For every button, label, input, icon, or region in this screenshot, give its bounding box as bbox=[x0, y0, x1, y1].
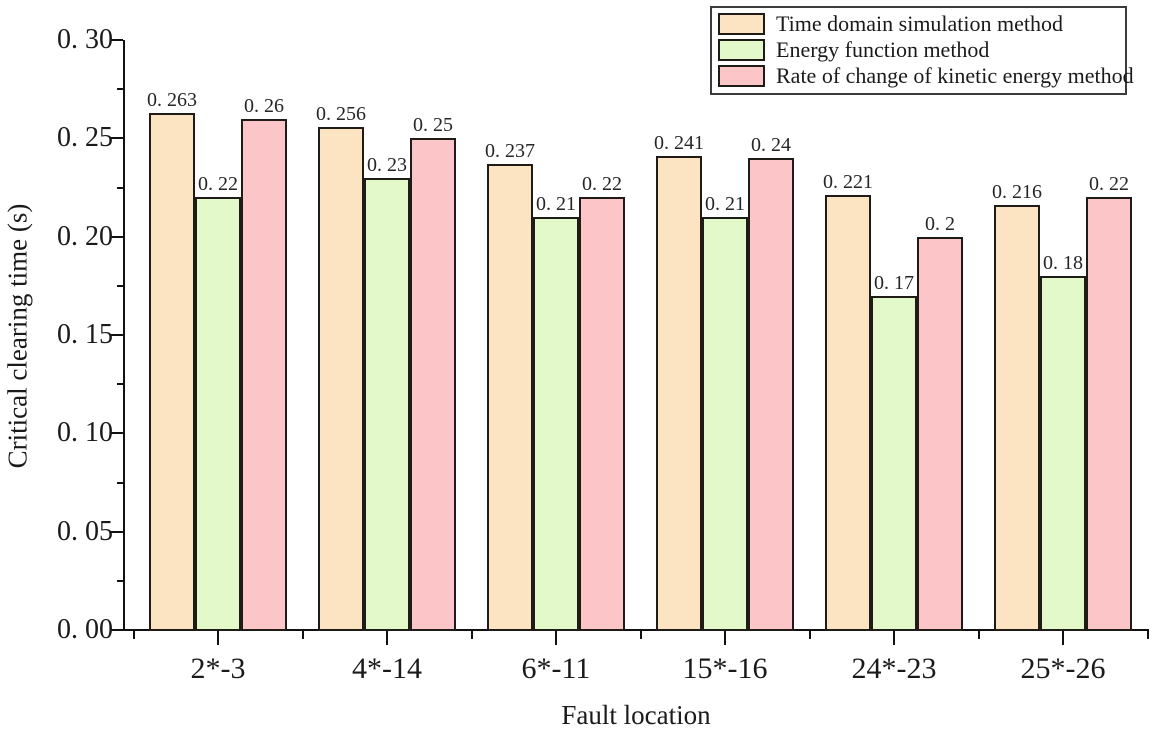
y-major-tick bbox=[111, 432, 123, 435]
bar-value-label: 0. 263 bbox=[147, 88, 197, 111]
y-axis-line bbox=[123, 40, 125, 631]
y-minor-tick bbox=[117, 88, 123, 91]
y-major-tick bbox=[111, 629, 123, 631]
bar bbox=[702, 217, 748, 631]
x-tick-label: 4*-14 bbox=[352, 652, 422, 685]
x-major-tick bbox=[1062, 631, 1064, 645]
bar-value-label: 0. 21 bbox=[705, 193, 745, 215]
x-axis-line bbox=[123, 629, 1149, 631]
bar bbox=[917, 236, 963, 631]
y-major-tick bbox=[111, 39, 123, 41]
bar bbox=[871, 295, 917, 631]
bar bbox=[410, 138, 456, 631]
legend-label: Time domain simulation method bbox=[776, 11, 1064, 36]
y-major-tick bbox=[111, 530, 123, 533]
x-minor-tick bbox=[1146, 631, 1149, 639]
y-minor-tick bbox=[117, 579, 123, 582]
bar-value-label: 0. 24 bbox=[751, 134, 791, 156]
bar bbox=[318, 126, 364, 631]
x-tick-label: 6*-11 bbox=[521, 652, 591, 685]
y-minor-tick bbox=[117, 481, 123, 484]
y-tick-label: 0. 00 bbox=[57, 614, 113, 645]
bar bbox=[1040, 276, 1086, 631]
y-tick-label: 0. 20 bbox=[57, 220, 113, 252]
legend-label: Energy function method bbox=[776, 37, 990, 62]
bar-value-label: 0. 2 bbox=[925, 212, 955, 235]
bar-value-label: 0. 256 bbox=[316, 102, 366, 125]
y-minor-tick bbox=[117, 284, 123, 287]
legend: Time domain simulation method Energy fun… bbox=[710, 6, 1134, 95]
legend-swatch-energy-function bbox=[718, 39, 765, 61]
bar-value-label: 0. 26 bbox=[244, 94, 284, 117]
y-tick-label: 0. 25 bbox=[57, 122, 113, 154]
legend-swatch-kinetic-energy bbox=[718, 65, 765, 87]
bar bbox=[364, 177, 410, 631]
x-major-tick bbox=[386, 631, 388, 645]
x-minor-tick bbox=[132, 631, 135, 639]
x-minor-tick bbox=[977, 631, 980, 639]
bar bbox=[656, 156, 702, 631]
legend-item: Time domain simulation method bbox=[718, 11, 1119, 37]
legend-item: Rate of change of kinetic energy method bbox=[718, 63, 1134, 89]
bar-value-label: 0. 22 bbox=[198, 173, 238, 196]
legend-item: Energy function method bbox=[718, 37, 1119, 63]
bar bbox=[1086, 197, 1132, 631]
bar-value-label: 0. 237 bbox=[485, 139, 535, 162]
bar-value-label: 0. 22 bbox=[1089, 173, 1129, 196]
bar-value-label: 0. 23 bbox=[367, 153, 407, 176]
x-minor-tick bbox=[639, 631, 642, 639]
y-tick-label: 0. 05 bbox=[57, 515, 113, 547]
bar-value-label: 0. 22 bbox=[582, 173, 622, 196]
y-minor-tick bbox=[117, 186, 123, 189]
bar-value-label: 0. 18 bbox=[1043, 252, 1083, 274]
y-tick-label: 0. 30 bbox=[57, 24, 113, 55]
y-tick-label: 0. 15 bbox=[57, 319, 113, 350]
legend-label: Rate of change of kinetic energy method bbox=[776, 63, 1134, 88]
x-minor-tick bbox=[301, 631, 304, 639]
x-tick-label: 15*-16 bbox=[682, 652, 768, 685]
y-axis-title: Critical clearing time (s) bbox=[2, 203, 33, 469]
bar bbox=[994, 205, 1040, 631]
bar bbox=[579, 197, 625, 631]
y-minor-tick bbox=[117, 383, 123, 386]
x-tick-label: 24*-23 bbox=[851, 652, 937, 685]
bar bbox=[195, 197, 241, 631]
x-major-tick bbox=[217, 631, 219, 645]
y-tick-label: 0. 10 bbox=[57, 417, 113, 449]
bar-value-label: 0. 25 bbox=[413, 114, 453, 137]
x-major-tick bbox=[555, 631, 557, 645]
y-major-tick bbox=[111, 334, 123, 336]
x-major-tick bbox=[893, 631, 895, 645]
bar bbox=[487, 163, 533, 631]
bar-value-label: 0. 216 bbox=[992, 181, 1042, 204]
y-major-tick bbox=[111, 137, 123, 140]
x-minor-tick bbox=[470, 631, 473, 639]
y-major-tick bbox=[111, 235, 123, 238]
bar bbox=[149, 112, 195, 631]
x-axis-title: Fault location bbox=[561, 700, 711, 730]
bar-value-label: 0. 21 bbox=[536, 193, 576, 215]
bar-value-label: 0. 221 bbox=[823, 171, 873, 194]
x-tick-label: 2*-3 bbox=[190, 652, 246, 685]
bar-value-label: 0. 17 bbox=[874, 271, 914, 294]
x-minor-tick bbox=[808, 631, 811, 639]
bar bbox=[748, 158, 794, 631]
bar-value-label: 0. 241 bbox=[654, 132, 704, 155]
legend-swatch-time-domain bbox=[718, 13, 765, 35]
bar bbox=[241, 118, 287, 631]
x-tick-label: 25*-26 bbox=[1020, 652, 1106, 685]
x-major-tick bbox=[724, 631, 726, 645]
bar bbox=[825, 195, 871, 631]
bar bbox=[533, 217, 579, 631]
